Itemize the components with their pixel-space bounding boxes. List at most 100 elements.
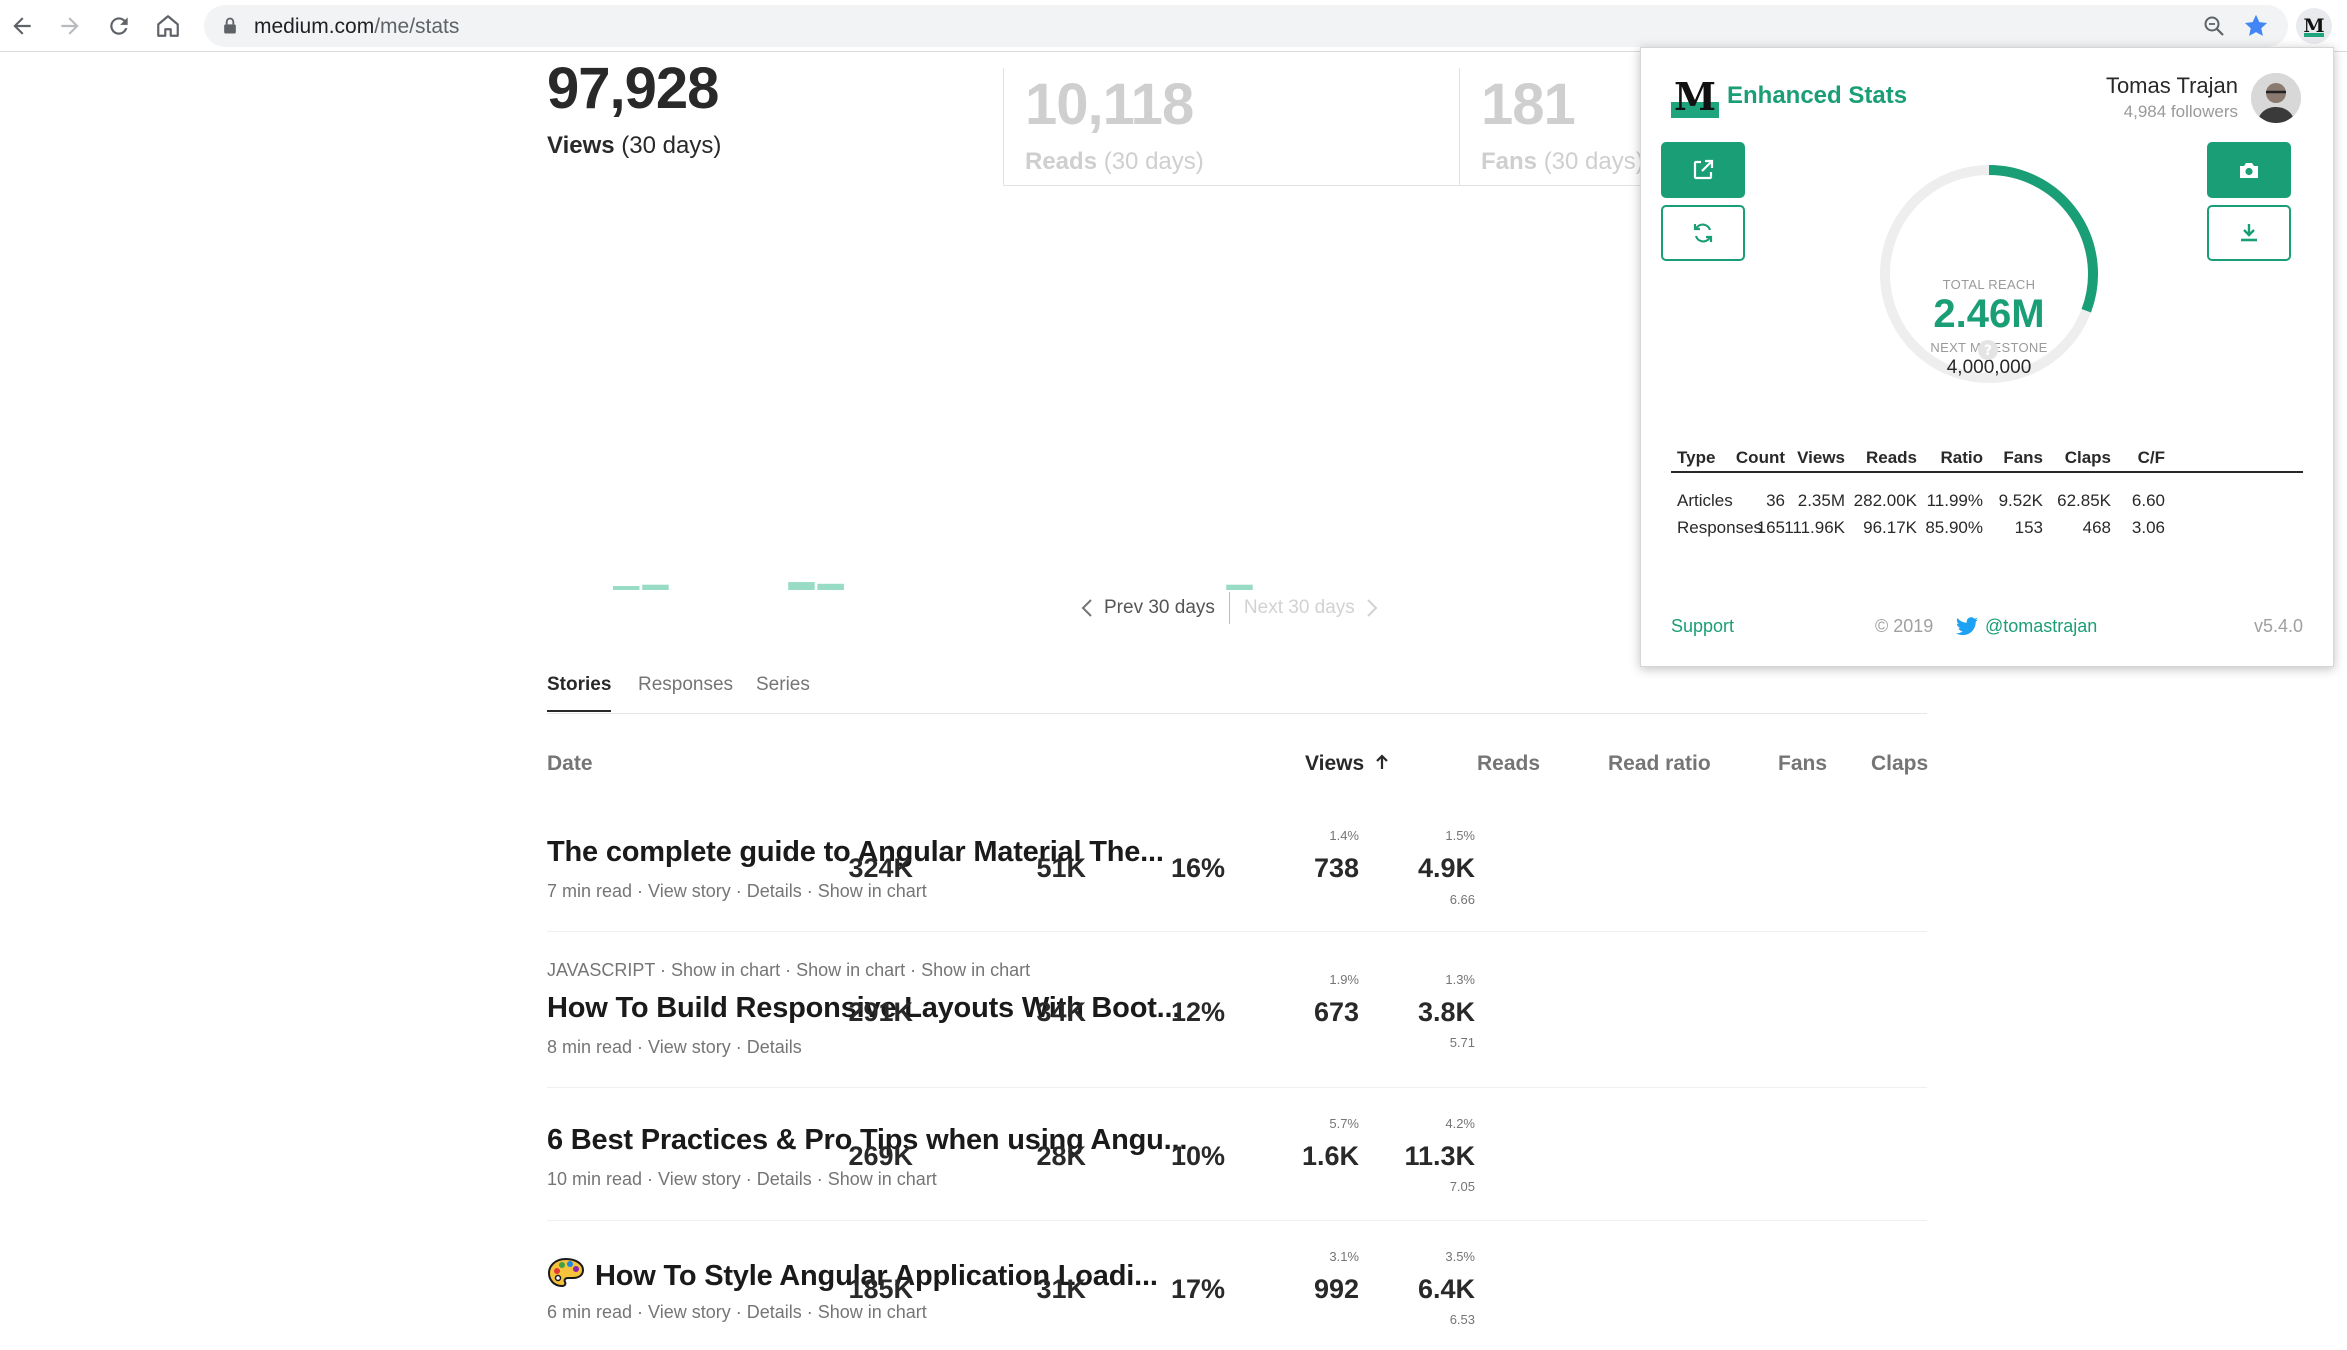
user-name: Tomas Trajan bbox=[2105, 73, 2238, 98]
story-claps-per-fan: 6.53 bbox=[1449, 1312, 1475, 1327]
popup-table-row: Responses 165 111.96K 96.17K 85.90% 153 … bbox=[1677, 518, 2165, 537]
prev-30-days-label: Prev 30 days bbox=[1104, 597, 1215, 618]
col-reads[interactable]: Reads bbox=[1477, 752, 1541, 775]
col-read-ratio[interactable]: Read ratio bbox=[1608, 752, 1711, 775]
story-claps-pct: 1.3% bbox=[1445, 972, 1475, 987]
reads-label: Reads (30 days) bbox=[1025, 148, 1204, 175]
twitter-bird-icon bbox=[1956, 616, 1978, 635]
story-fans-pct: 5.7% bbox=[1329, 1116, 1359, 1131]
story-meta[interactable]: 7 min read · View story · Details · Show… bbox=[547, 881, 927, 901]
chart-bar[interactable] bbox=[817, 583, 844, 590]
svg-text:?: ? bbox=[1984, 343, 1992, 359]
story-title[interactable]: How To Build Responsive Layouts With Boo… bbox=[547, 992, 1181, 1024]
stats-tabs: Stories Responses Series bbox=[547, 670, 1927, 714]
col-claps[interactable]: Claps bbox=[1871, 752, 1929, 775]
story-read-ratio: 10% bbox=[1170, 1141, 1225, 1171]
next-30-days-button[interactable]: Next 30 days bbox=[1230, 597, 1379, 619]
copyright: © 2019 bbox=[1875, 616, 1934, 636]
story-claps-pct: 3.5% bbox=[1445, 1249, 1475, 1264]
chart-navigation: Prev 30 days Next 30 days bbox=[1080, 588, 1379, 628]
avatar[interactable] bbox=[2251, 73, 2301, 123]
story-read-ratio: 16% bbox=[1170, 853, 1225, 883]
stories-table-header: Date Views Reads Read ratio Fans Claps bbox=[547, 752, 1929, 788]
twitter-link[interactable]: @tomastrajan bbox=[1955, 616, 2097, 637]
browser-toolbar: medium.com/me/stats M bbox=[0, 0, 2347, 52]
reload-icon[interactable] bbox=[101, 8, 137, 44]
support-link[interactable]: Support bbox=[1671, 616, 1735, 636]
story-fans: 673 bbox=[1313, 997, 1359, 1027]
col-fans[interactable]: Fans bbox=[1778, 752, 1828, 775]
address-bar[interactable]: medium.com/me/stats bbox=[204, 5, 2288, 47]
home-icon[interactable] bbox=[150, 8, 186, 44]
fans-label: Fans (30 days) bbox=[1481, 148, 1644, 175]
story-reads: 34K bbox=[1036, 997, 1086, 1027]
star-icon[interactable] bbox=[2242, 12, 2270, 40]
views-label: Views (30 days) bbox=[547, 132, 722, 159]
tab-series[interactable]: Series bbox=[756, 674, 810, 695]
story-views: 324K bbox=[848, 853, 913, 883]
refresh-icon bbox=[1693, 223, 1713, 243]
chart-bar[interactable] bbox=[642, 584, 669, 590]
story-kicker[interactable]: JAVASCRIPT · Show in chart · Show in cha… bbox=[547, 960, 1031, 980]
story-meta[interactable]: 8 min read · View story · Details bbox=[547, 1037, 802, 1057]
summary-reads[interactable]: 10,118 Reads (30 days) bbox=[1003, 68, 1459, 186]
table-row: JAVASCRIPT · Show in chart · Show in cha… bbox=[547, 932, 1927, 1088]
help-icon[interactable]: ? bbox=[1977, 339, 1999, 361]
story-fans: 992 bbox=[1313, 1274, 1359, 1304]
prev-30-days-button[interactable]: Prev 30 days bbox=[1080, 597, 1229, 619]
download-button[interactable] bbox=[2207, 205, 2291, 261]
enhanced-stats-extension-button[interactable]: M bbox=[2296, 8, 2332, 44]
story-reads: 51K bbox=[1036, 853, 1086, 883]
back-icon[interactable] bbox=[4, 8, 40, 44]
story-claps-pct: 4.2% bbox=[1445, 1116, 1475, 1131]
nav-divider bbox=[1228, 592, 1230, 624]
sort-arrow-up-icon bbox=[1376, 754, 1388, 769]
story-fans-pct: 1.9% bbox=[1329, 972, 1359, 987]
tab-stories[interactable]: Stories bbox=[547, 674, 612, 712]
story-read-ratio: 12% bbox=[1170, 997, 1225, 1027]
fans-total: 181 bbox=[1481, 72, 1576, 137]
chart-bar[interactable] bbox=[788, 582, 815, 590]
chart-bar[interactable] bbox=[613, 585, 640, 590]
story-meta[interactable]: 6 min read · View story · Details · Show… bbox=[547, 1302, 927, 1322]
zoom-icon[interactable] bbox=[2202, 14, 2226, 38]
summary-fans[interactable]: 181 Fans (30 days) bbox=[1459, 68, 1759, 186]
story-claps: 11.3K bbox=[1404, 1141, 1475, 1171]
popup-summary-table: Type Count Views Reads Ratio Fans Claps … bbox=[1671, 440, 2303, 551]
tab-responses[interactable]: Responses bbox=[638, 674, 734, 695]
open-stats-button[interactable] bbox=[1661, 142, 1745, 198]
refresh-button[interactable] bbox=[1661, 205, 1745, 261]
popup-col-type: Type bbox=[1677, 448, 1716, 467]
chevron-right-icon bbox=[1367, 599, 1378, 617]
total-reach-readout: TOTAL REACH 2.46M NEXT MILESTONE 4,000,0… bbox=[1873, 158, 2105, 379]
enhanced-stats-popup: M Enhanced Stats Tomas Trajan 4,984 foll… bbox=[1640, 47, 2334, 667]
table-row: The complete guide to Angular Material T… bbox=[547, 816, 1927, 932]
gauge-progress-arc bbox=[1988, 165, 2098, 313]
story-meta[interactable]: 10 min read · View story · Details · Sho… bbox=[547, 1169, 937, 1189]
story-claps: 4.9K bbox=[1417, 853, 1475, 883]
story-title[interactable]: How To Style Angular Application Loadi..… bbox=[547, 1257, 1158, 1293]
popup-title: Enhanced Stats bbox=[1727, 82, 1908, 109]
next-30-days-label: Next 30 days bbox=[1243, 597, 1355, 618]
popup-footer: Support © 2019 @tomastrajan v5.4.0 bbox=[1671, 616, 2303, 640]
screenshot-button[interactable] bbox=[2207, 142, 2291, 198]
story-title[interactable]: The complete guide to Angular Material T… bbox=[547, 836, 1164, 868]
story-claps-per-fan: 7.05 bbox=[1449, 1179, 1475, 1194]
popup-col-claps: Claps bbox=[2064, 448, 2111, 467]
popup-table-row: Articles 36 2.35M 282.00K 11.99% 9.52K 6… bbox=[1677, 491, 2165, 510]
col-views[interactable]: Views bbox=[1305, 752, 1390, 776]
story-fans: 1.6K bbox=[1301, 1141, 1359, 1171]
views-total: 97,928 bbox=[547, 56, 719, 121]
story-title[interactable]: 6 Best Practices & Pro Tips when using A… bbox=[547, 1124, 1188, 1156]
forward-icon[interactable] bbox=[52, 8, 88, 44]
chart-bar[interactable] bbox=[1226, 584, 1253, 590]
total-reach-gauge bbox=[1880, 165, 2098, 383]
summary-views[interactable]: 97,928 Views (30 days) bbox=[547, 60, 721, 186]
popup-col-cf: C/F bbox=[2137, 448, 2165, 467]
next-milestone-value: 4,000,000 bbox=[1946, 357, 2032, 378]
story-claps-per-fan: 5.71 bbox=[1449, 1035, 1475, 1050]
views-bar-chart: 01K2K3K4KOctober 13October 20October 27 bbox=[613, 582, 1253, 590]
story-views: 269K bbox=[848, 1141, 913, 1171]
story-claps-per-fan: 6.66 bbox=[1449, 892, 1475, 907]
col-date[interactable]: Date bbox=[547, 752, 593, 775]
